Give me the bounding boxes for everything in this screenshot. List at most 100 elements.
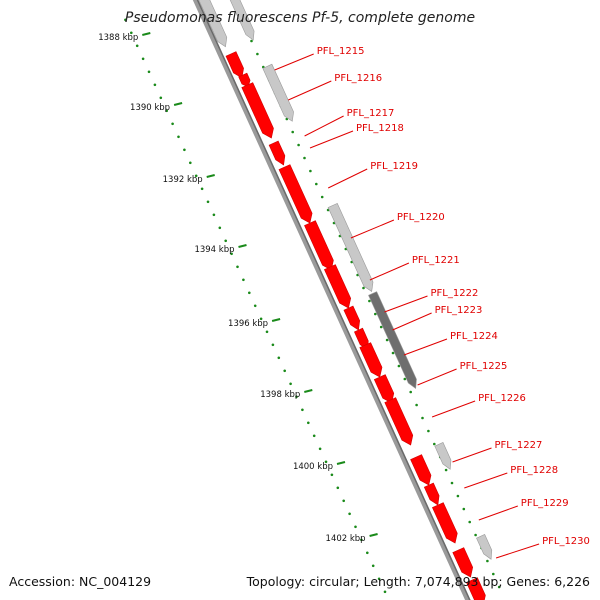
scale-dot — [366, 551, 369, 555]
scale-dot — [456, 494, 460, 498]
gene-feature-red[interactable] — [359, 342, 383, 378]
scale-dot — [297, 143, 300, 147]
gene-callout-line — [403, 338, 448, 356]
gene-feature-red[interactable] — [268, 140, 286, 166]
gene-label[interactable]: PFL_1221 — [412, 255, 460, 266]
gene-label[interactable]: PFL_1224 — [450, 331, 498, 342]
gene-feature-gray[interactable] — [327, 203, 374, 293]
scale-dot — [468, 520, 472, 524]
gene-feature-red[interactable] — [373, 374, 395, 404]
scale-dot — [492, 572, 495, 576]
gene-label[interactable]: PFL_1227 — [495, 440, 543, 451]
backbone-edge — [196, 0, 471, 600]
gene-feature-gray[interactable] — [476, 534, 493, 560]
gene-callout-line — [274, 53, 314, 71]
scale-dot — [391, 351, 395, 355]
gene-label[interactable]: PFL_1220 — [397, 212, 445, 223]
scale-dot — [259, 317, 263, 321]
scale-dot — [330, 473, 334, 477]
scale-dot — [183, 148, 186, 152]
scale-dot — [312, 434, 316, 438]
scale-dot — [421, 416, 424, 420]
scale-dot — [342, 499, 346, 503]
scale-dot — [427, 429, 430, 433]
gene-label[interactable]: PFL_1225 — [460, 361, 508, 372]
scale-dot — [165, 109, 168, 113]
kbp-label: 1396 kbp — [228, 319, 268, 329]
scale-tick — [173, 102, 183, 106]
scale-dot — [450, 481, 454, 485]
scale-dot — [348, 512, 351, 516]
gene-feature-gray[interactable] — [262, 63, 294, 122]
gene-label[interactable]: PFL_1216 — [334, 73, 382, 84]
scale-dot — [397, 364, 401, 368]
scale-dot — [141, 57, 145, 61]
genome-backbone — [192, 0, 471, 600]
scale-tick-track — [124, 0, 501, 594]
gene-feature-red[interactable] — [343, 305, 361, 331]
gene-feature-red[interactable] — [278, 164, 313, 224]
gene-callout-line — [417, 368, 457, 386]
scale-dot — [248, 291, 251, 295]
gene-label[interactable]: PFL_1218 — [356, 123, 404, 134]
scale-dot — [177, 135, 180, 139]
scale-dot — [403, 377, 407, 381]
kbp-label: 1398 kbp — [260, 390, 300, 400]
gene-feature-red[interactable] — [423, 482, 440, 506]
scale-dot — [433, 442, 436, 446]
gene-callout-line — [309, 130, 354, 149]
scale-tick — [206, 174, 215, 178]
gene-callout-line — [392, 312, 432, 331]
scale-dot — [212, 213, 216, 217]
gene-label[interactable]: PFL_1226 — [478, 393, 526, 404]
gene-feature-red[interactable] — [241, 82, 274, 139]
gene-feature-red[interactable] — [238, 72, 251, 88]
kbp-label: 1392 kbp — [163, 175, 203, 185]
gene-feature-gray[interactable] — [434, 442, 452, 470]
scale-dot — [324, 460, 328, 464]
scale-dot — [379, 325, 383, 329]
scale-tick — [238, 244, 247, 248]
scale-tick — [142, 32, 151, 36]
gene-feature-gray[interactable] — [196, 0, 228, 48]
gene-feature-red[interactable] — [324, 264, 352, 309]
map-title: Pseudomonas fluorescens Pf-5, complete g… — [124, 10, 476, 26]
gene-label[interactable]: PFL_1229 — [521, 498, 569, 509]
gene-feature-red[interactable] — [432, 502, 458, 544]
scale-dot — [360, 538, 363, 542]
scale-dot — [153, 83, 157, 87]
gene-feature-red[interactable] — [384, 397, 414, 446]
scale-dot — [301, 408, 304, 412]
gene-callout-line — [288, 80, 332, 101]
scale-dot — [236, 265, 239, 269]
gene-label[interactable]: PFL_1215 — [317, 46, 365, 57]
gene-label[interactable]: PFL_1223 — [435, 305, 483, 316]
gene-label[interactable]: PFL_1230 — [542, 536, 590, 547]
gene-feature-red[interactable] — [410, 454, 432, 486]
scale-dot — [265, 330, 269, 334]
scale-dot — [295, 395, 298, 399]
gene-label[interactable]: PFL_1228 — [510, 465, 558, 476]
scale-dot — [497, 585, 501, 589]
scale-dot — [336, 486, 340, 490]
scale-tick — [369, 533, 378, 537]
gene-feature-red[interactable] — [466, 577, 486, 600]
gene-feature-gray[interactable] — [222, 0, 255, 41]
scale-dot — [291, 130, 295, 134]
gene-feature-red[interactable] — [304, 220, 334, 271]
gene-label[interactable]: PFL_1222 — [431, 288, 479, 299]
scale-dot — [271, 343, 275, 347]
scale-labels: 1388 kbp 1390 kbp 1392 kbp 1394 kbp 1396 kbp… — [98, 32, 378, 544]
scale-dot — [230, 252, 233, 256]
scale-dot — [253, 304, 257, 308]
gene-label[interactable]: PFL_1217 — [347, 108, 395, 119]
gene-feature-red[interactable] — [225, 51, 244, 79]
gene-feature-red[interactable] — [452, 547, 474, 578]
scale-dot — [250, 39, 253, 43]
gene-feature-dark[interactable] — [368, 291, 417, 390]
accession-label: Accession: NC_004129 — [9, 574, 152, 589]
scale-dot — [368, 299, 371, 303]
scale-dot — [224, 239, 227, 243]
gene-label[interactable]: PFL_1219 — [370, 161, 418, 172]
kbp-label: 1388 kbp — [98, 33, 138, 43]
